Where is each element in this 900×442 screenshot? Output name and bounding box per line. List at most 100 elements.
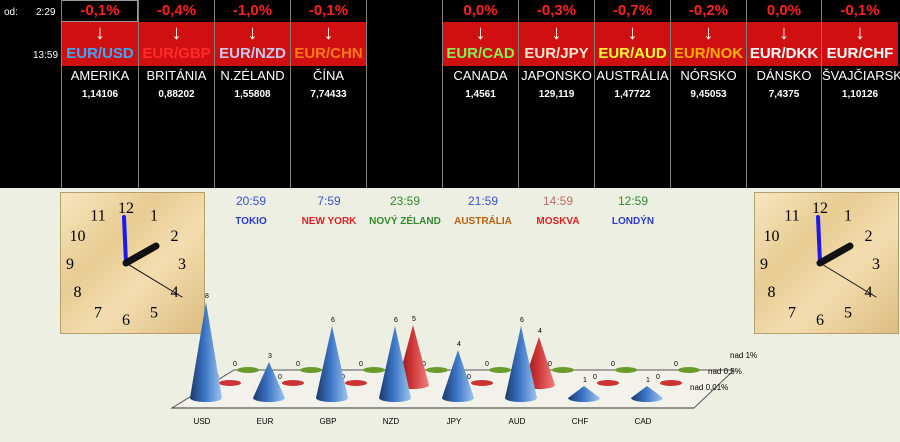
data-label: 0 xyxy=(593,374,597,381)
flat-marker xyxy=(426,367,448,373)
pair-header: ↓ EUR/NZD xyxy=(215,22,290,66)
pair-header: ↓ EUR/NOK xyxy=(671,22,746,66)
country-name: BRITÁNIA xyxy=(146,68,207,83)
down-arrow-icon: ↓ xyxy=(247,22,258,44)
change-percent: -0,1% xyxy=(840,2,880,19)
flat-marker xyxy=(678,367,700,373)
city-clock: 12:59 xyxy=(617,194,649,208)
currency-pair: EUR/CHF xyxy=(826,45,894,62)
currency-pair: EUR/CHN xyxy=(294,45,363,62)
change-percent xyxy=(367,0,442,22)
clock-numeral: 8 xyxy=(768,284,776,301)
currency-column xyxy=(366,0,442,188)
city-name: NEW YORK xyxy=(301,216,357,227)
pair-header: ↓ EUR/CHN xyxy=(291,22,366,66)
city-time: 14:59 MOSKVA xyxy=(513,194,603,227)
exchange-rate: 129,119 xyxy=(538,89,575,100)
data-label: 6 xyxy=(520,317,524,324)
currency-column: -1,0% ↓ EUR/NZD N.ZÉLAND 1,55808 xyxy=(214,0,290,188)
change-percent: -0,4% xyxy=(156,2,197,19)
country-name: NÓRSKO xyxy=(680,68,737,83)
clock-numeral: 9 xyxy=(66,256,74,273)
clock-numeral: 2 xyxy=(170,228,178,245)
current-time: 13:59 xyxy=(33,50,59,61)
flat-marker xyxy=(597,380,619,386)
flat-marker xyxy=(615,367,637,373)
city-name: AUSTRÁLIA xyxy=(454,216,512,227)
cone-mark xyxy=(190,302,222,402)
down-arrow-icon: ↓ xyxy=(627,22,638,44)
flat-marker xyxy=(489,367,511,373)
category-label: CHF xyxy=(572,417,589,426)
pair-header: ↓ EUR/GBP xyxy=(139,22,214,66)
exchange-rate: 1,4561 xyxy=(465,89,496,100)
category-label: USD xyxy=(194,417,211,426)
clock-numeral: 8 xyxy=(74,284,82,301)
currency-column: 0,0% ↓ EUR/CAD CANADA 1,4561 xyxy=(442,0,518,188)
category-label: AUD xyxy=(509,417,526,426)
clock-numeral: 6 xyxy=(122,312,130,329)
clock-numeral: 9 xyxy=(760,256,768,273)
analog-clock-left: 121234567891011 xyxy=(60,192,205,334)
currency-column: -0,3% ↓ EUR/JPY JAPONSKO 129,119 xyxy=(518,0,594,188)
city-name: NOVÝ ZÉLAND xyxy=(369,216,441,227)
data-label: 0 xyxy=(233,361,237,368)
category-label: NZD xyxy=(383,417,400,426)
data-label: 6 xyxy=(394,317,398,324)
currency-column: -0,2% ↓ EUR/NOK NÓRSKO 9,45053 xyxy=(670,0,746,188)
data-label: 1 xyxy=(583,377,587,384)
country-name: DÁNSKO xyxy=(756,68,812,83)
country-name: CANADA xyxy=(453,68,508,83)
change-percent: -0,1% xyxy=(308,2,349,19)
country-name: AUSTRÁLIA xyxy=(596,68,669,83)
down-arrow-icon: ↓ xyxy=(855,22,865,44)
pair-header: ↓ EUR/JPY xyxy=(519,22,594,66)
minute-hand xyxy=(816,215,822,265)
flat-marker xyxy=(219,380,241,386)
flat-marker xyxy=(345,380,367,386)
flat-marker xyxy=(471,380,493,386)
clock-numeral: 5 xyxy=(844,304,852,321)
currency-column: -0,1% ↓ EUR/USD AMERIKA 1,14106 xyxy=(61,0,138,188)
data-label: 0 xyxy=(611,361,615,368)
down-arrow-icon: ↓ xyxy=(95,22,105,44)
change-percent: -0,2% xyxy=(688,2,729,19)
currency-pair: EUR/DKK xyxy=(749,45,819,62)
city-time: 23:59 NOVÝ ZÉLAND xyxy=(360,194,450,227)
down-arrow-icon: ↓ xyxy=(779,22,789,44)
currency-pair: EUR/JPY xyxy=(524,45,589,62)
data-label: 8 xyxy=(205,293,209,300)
country-name: JAPONSKO xyxy=(521,68,592,83)
pair-header: ↓ EUR/CHF xyxy=(822,22,898,66)
clock-numeral: 7 xyxy=(788,304,796,321)
series-label: nad 0,01% xyxy=(690,383,728,392)
data-label: 0 xyxy=(548,361,552,368)
clock-numeral: 6 xyxy=(816,312,824,329)
clock-numeral: 2 xyxy=(864,228,872,245)
flat-marker xyxy=(300,367,322,373)
flat-marker xyxy=(282,380,304,386)
city-clock: 20:59 xyxy=(235,194,267,208)
exchange-rate: 1,47722 xyxy=(614,89,651,100)
cone-mark xyxy=(631,386,663,402)
country-name: N.ZÉLAND xyxy=(220,68,285,83)
data-label: 0 xyxy=(422,361,426,368)
data-label: 0 xyxy=(278,374,282,381)
city-clock: 7:59 xyxy=(317,194,341,208)
clock-numeral: 11 xyxy=(90,208,105,225)
clock-numeral: 5 xyxy=(150,304,158,321)
data-label: 6 xyxy=(331,317,335,324)
data-label: 4 xyxy=(457,341,461,348)
cone-mark xyxy=(316,326,348,402)
currency-column: -0,4% ↓ EUR/GBP BRITÁNIA 0,88202 xyxy=(138,0,214,188)
second-hand xyxy=(125,262,183,298)
city-time: 12:59 LONDÝN xyxy=(588,194,678,227)
down-arrow-icon: ↓ xyxy=(551,22,562,44)
data-label: 0 xyxy=(296,361,300,368)
data-label: 0 xyxy=(359,361,363,368)
clock-numeral: 11 xyxy=(784,208,799,225)
from-time: 2:29 xyxy=(36,7,56,18)
city-name: TOKIO xyxy=(235,216,267,227)
flat-marker xyxy=(237,367,259,373)
currency-column: -0,7% ↓ EUR/AUD AUSTRÁLIA 1,47722 xyxy=(594,0,670,188)
